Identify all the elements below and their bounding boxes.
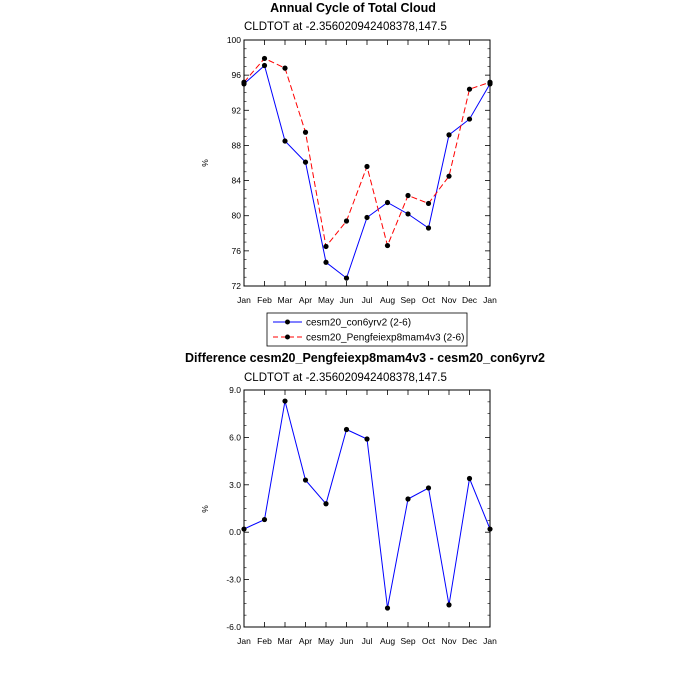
x-tick-label: Dec (462, 295, 478, 305)
y-tick-label: 92 (232, 105, 242, 115)
data-point (364, 436, 370, 442)
data-point (241, 79, 247, 85)
data-point (466, 86, 473, 92)
x-tick-label: Jan (483, 636, 497, 646)
y-tick-label: 6.0 (229, 432, 241, 442)
x-tick-label: Jun (340, 636, 354, 646)
data-point (343, 426, 350, 433)
data-point (405, 211, 411, 217)
data-point (487, 526, 493, 532)
legend-box (266, 312, 468, 347)
data-point (384, 605, 391, 611)
y-tick-label: 0.0 (229, 527, 241, 537)
x-tick-label: Oct (422, 295, 436, 305)
x-tick-label: Apr (299, 636, 312, 646)
legend-entry-series-1: cesm20_con6yrv2 (2-6) (306, 318, 411, 329)
data-point (405, 192, 411, 199)
legend: cesm20_con6yrv2 (2-6) cesm20_Pengfeiexp8… (266, 312, 468, 347)
data-point (282, 138, 288, 144)
data-point (446, 173, 452, 179)
data-point (425, 485, 432, 491)
chart-subtitle: CLDTOT at -2.356020942408378,147.5 (244, 372, 447, 384)
plot-axes: 72 76 80 84 88 92 96 100 Jan Feb Mar Apr May Jun Jul Au… (227, 35, 497, 305)
chart-title: Difference cesm20_Pengfeiexp8mam4v3 - ce… (185, 351, 545, 365)
y-tick-label: 96 (232, 70, 242, 80)
x-tick-label: Nov (441, 295, 457, 305)
series-group (241, 55, 493, 281)
data-point (302, 129, 309, 135)
series-group (241, 398, 493, 611)
y-axis-label: % (200, 505, 210, 513)
difference-chart: Difference cesm20_Pengfeiexp8mam4v3 - ce… (185, 351, 545, 646)
x-tick-label: Mar (278, 295, 293, 305)
x-tick-label: Apr (299, 295, 312, 305)
data-point (261, 55, 268, 62)
y-tick-label: -6.0 (226, 622, 241, 632)
y-axis-label: % (200, 159, 210, 167)
x-tick-label: Aug (380, 295, 395, 305)
annual-cycle-chart: Annual Cycle of Total Cloud CLDTOT at -2… (200, 1, 497, 347)
x-tick-label: Jun (340, 295, 354, 305)
series-line-1 (243, 400, 491, 609)
data-point (302, 477, 309, 483)
data-point (343, 218, 350, 224)
x-tick-label: Mar (278, 636, 293, 646)
data-point (364, 163, 370, 170)
data-point (487, 79, 493, 85)
x-tick-label: Dec (462, 636, 478, 646)
x-tick-label: Feb (257, 295, 272, 305)
data-point (323, 501, 329, 507)
x-tick-label: Jan (237, 636, 251, 646)
chart-subtitle: CLDTOT at -2.356020942408378,147.5 (244, 21, 447, 33)
data-point (261, 516, 268, 523)
y-tick-label: 72 (232, 281, 242, 291)
data-point (282, 398, 288, 404)
x-tick-label: Jul (362, 295, 373, 305)
y-tick-label: 9.0 (229, 385, 241, 395)
x-tick-label: May (318, 636, 335, 646)
x-tick-label: Oct (422, 636, 436, 646)
y-tick-label: 3.0 (229, 480, 241, 490)
x-tick-label: Jul (362, 636, 373, 646)
y-tick-label: 88 (232, 140, 242, 150)
y-tick-label: 80 (232, 211, 242, 221)
data-point (384, 199, 391, 206)
y-tick-label: 100 (227, 35, 241, 45)
y-tick-label: 84 (232, 176, 242, 186)
x-tick-label: Feb (257, 636, 272, 646)
data-point (364, 214, 370, 221)
data-point (425, 200, 432, 207)
legend-marker-series-1 (285, 319, 290, 325)
x-tick-label: Sep (400, 295, 415, 305)
x-tick-label: May (318, 295, 335, 305)
data-point (323, 259, 329, 265)
data-point (446, 132, 452, 138)
chart-title: Annual Cycle of Total Cloud (270, 1, 436, 15)
data-point (466, 475, 473, 482)
data-point (261, 62, 268, 69)
x-tick-label: Sep (400, 636, 415, 646)
legend-marker-series-2 (285, 334, 290, 340)
x-tick-label: Jan (483, 295, 497, 305)
legend-entry-series-2: cesm20_Pengfeiexp8mam4v3 (2-6) (306, 333, 464, 344)
data-point (425, 225, 432, 231)
plot-axes: -6.0 -3.0 0.0 3.0 6.0 9.0 Jan Feb Mar Apr May Jun Ju… (226, 385, 497, 646)
series-line-1 (243, 64, 491, 279)
y-tick-label: 76 (232, 246, 242, 256)
data-point (384, 242, 391, 249)
y-tick-label: -3.0 (226, 575, 241, 585)
x-tick-label: Aug (380, 636, 395, 646)
data-point (282, 65, 288, 71)
data-point (241, 526, 247, 532)
x-tick-label: Nov (441, 636, 457, 646)
plot-frame (243, 39, 491, 287)
data-point (302, 159, 309, 165)
data-point (466, 116, 473, 122)
data-point (343, 275, 350, 281)
x-tick-label: Jan (237, 295, 251, 305)
data-point (323, 243, 329, 250)
data-point (405, 496, 411, 502)
data-point (446, 602, 452, 608)
